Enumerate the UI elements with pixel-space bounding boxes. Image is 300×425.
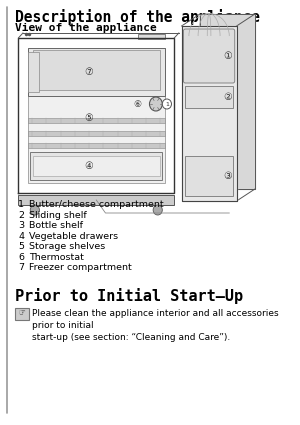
- Text: 1: 1: [18, 200, 24, 209]
- Text: 1: 1: [165, 102, 169, 107]
- Bar: [28, 48, 165, 96]
- Text: ☞: ☞: [19, 309, 26, 318]
- Text: Thermostat: Thermostat: [29, 252, 84, 261]
- Bar: [138, 34, 165, 39]
- Text: Butter/cheese compartment: Butter/cheese compartment: [29, 200, 164, 209]
- Text: 6: 6: [18, 252, 24, 261]
- Circle shape: [153, 205, 162, 215]
- Bar: [33, 156, 160, 176]
- Text: ②: ②: [223, 92, 232, 102]
- Bar: [15, 308, 29, 320]
- Bar: [28, 48, 165, 183]
- Bar: [28, 143, 165, 148]
- Text: ①: ①: [223, 51, 232, 61]
- Bar: [30, 152, 162, 180]
- Text: Sliding shelf: Sliding shelf: [29, 210, 87, 219]
- Text: 3: 3: [18, 221, 25, 230]
- Bar: [18, 195, 174, 205]
- Text: 7: 7: [18, 263, 24, 272]
- Text: ⑥: ⑥: [134, 99, 142, 108]
- Bar: [28, 130, 165, 136]
- Text: View of the appliance: View of the appliance: [15, 23, 156, 33]
- Text: Please clean the appliance interior and all accessories prior to initial
start-u: Please clean the appliance interior and …: [32, 309, 279, 342]
- Polygon shape: [200, 14, 255, 189]
- Text: Storage shelves: Storage shelves: [29, 242, 106, 251]
- Text: ③: ③: [223, 171, 232, 181]
- Text: Prior to Initial Start–Up: Prior to Initial Start–Up: [15, 287, 243, 303]
- Bar: [185, 86, 233, 108]
- Text: Freezer compartment: Freezer compartment: [29, 263, 132, 272]
- Bar: [185, 156, 233, 196]
- Text: ⑤: ⑤: [85, 113, 93, 123]
- Circle shape: [162, 99, 172, 109]
- Text: 4: 4: [18, 232, 24, 241]
- Text: Bottle shelf: Bottle shelf: [29, 221, 83, 230]
- Text: Description of the appliance: Description of the appliance: [15, 9, 260, 25]
- Text: 5: 5: [18, 242, 24, 251]
- FancyBboxPatch shape: [183, 29, 235, 83]
- Bar: [28, 118, 165, 123]
- Polygon shape: [182, 26, 237, 201]
- Bar: [33, 50, 160, 90]
- Circle shape: [30, 205, 39, 215]
- Text: Vegetable drawers: Vegetable drawers: [29, 232, 119, 241]
- Text: 2: 2: [18, 210, 24, 219]
- Circle shape: [149, 97, 162, 111]
- Text: ④: ④: [85, 161, 93, 171]
- Text: ⑦: ⑦: [85, 67, 93, 77]
- Bar: [28, 52, 39, 92]
